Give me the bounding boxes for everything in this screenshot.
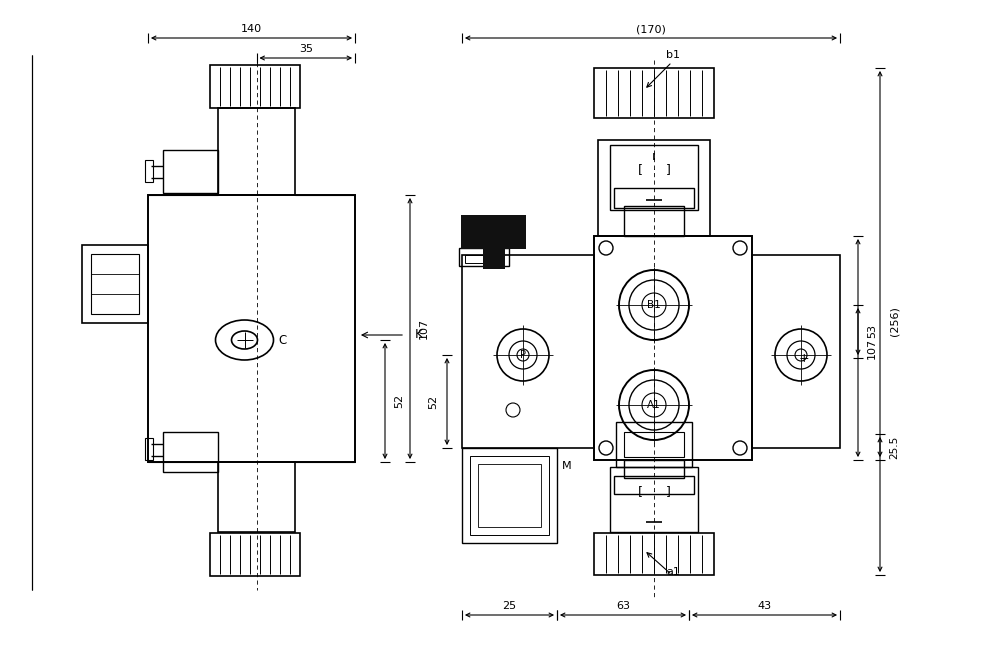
- Text: 25.5: 25.5: [889, 436, 899, 459]
- Bar: [610, 467, 698, 532]
- Bar: [598, 140, 710, 236]
- Bar: [594, 533, 714, 575]
- Bar: [624, 460, 684, 478]
- Text: (256): (256): [889, 307, 899, 336]
- Bar: [148, 195, 355, 462]
- Bar: [459, 248, 509, 266]
- Text: ]: ]: [666, 486, 670, 499]
- Bar: [470, 456, 549, 535]
- Bar: [616, 422, 692, 467]
- Bar: [163, 150, 218, 193]
- Bar: [461, 215, 526, 249]
- Bar: [218, 108, 295, 195]
- Bar: [752, 255, 840, 448]
- Text: +: +: [799, 351, 809, 365]
- Bar: [614, 476, 694, 494]
- Text: 140: 140: [241, 24, 262, 34]
- Text: 35: 35: [299, 44, 313, 54]
- Bar: [594, 68, 714, 118]
- Bar: [610, 145, 698, 210]
- Text: 107: 107: [419, 318, 429, 339]
- Text: b1: b1: [666, 50, 680, 60]
- Bar: [145, 438, 153, 460]
- Bar: [624, 206, 684, 236]
- Text: M: M: [562, 461, 572, 471]
- Text: 63: 63: [616, 601, 630, 611]
- Text: P: P: [520, 350, 526, 360]
- Bar: [624, 432, 684, 457]
- Bar: [163, 432, 218, 472]
- Text: B1: B1: [647, 300, 661, 310]
- Bar: [594, 236, 752, 460]
- Bar: [210, 65, 300, 108]
- Text: 53: 53: [867, 325, 877, 338]
- Bar: [483, 249, 505, 269]
- Text: 107: 107: [867, 338, 877, 359]
- Bar: [218, 462, 295, 532]
- Text: ·: ·: [652, 165, 656, 175]
- Text: ·: ·: [652, 487, 656, 497]
- Text: [: [: [638, 164, 642, 177]
- Bar: [210, 533, 300, 576]
- Bar: [614, 188, 694, 208]
- Text: 25: 25: [502, 601, 517, 611]
- Text: [: [: [638, 486, 642, 499]
- Text: K: K: [415, 328, 423, 342]
- Bar: [465, 255, 503, 263]
- Text: 43: 43: [757, 601, 772, 611]
- Text: 52: 52: [394, 394, 404, 408]
- Text: C: C: [278, 334, 287, 346]
- Bar: [462, 255, 594, 448]
- Text: (170): (170): [636, 24, 666, 34]
- Text: ]: ]: [666, 164, 670, 177]
- Text: 52: 52: [428, 394, 438, 409]
- Bar: [91, 254, 139, 314]
- Text: a1: a1: [666, 567, 680, 577]
- Bar: [478, 464, 541, 527]
- Bar: [82, 245, 148, 323]
- Bar: [462, 448, 557, 543]
- Text: A1: A1: [647, 400, 661, 410]
- Bar: [145, 160, 153, 182]
